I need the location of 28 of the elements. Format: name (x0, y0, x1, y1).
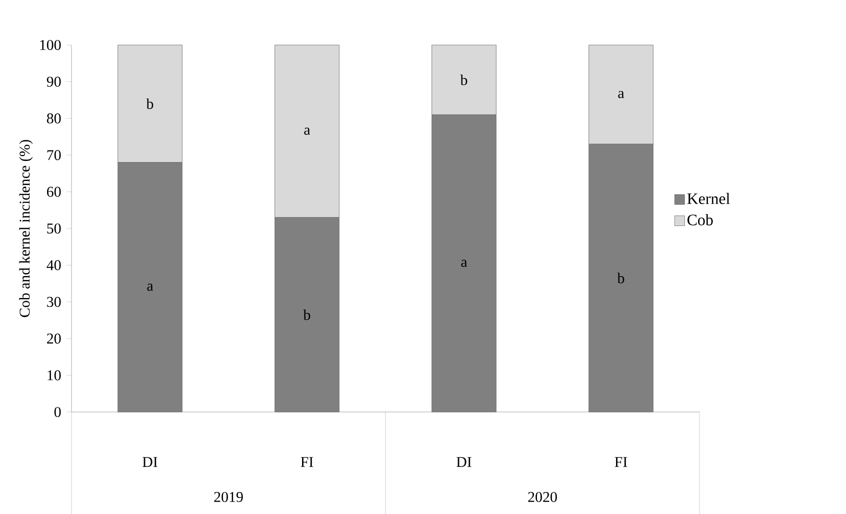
data-label: b (460, 74, 468, 86)
y-tick-label: 20 (47, 333, 61, 344)
data-label: a (147, 284, 154, 291)
y-tick-label: 80 (46, 113, 61, 124)
text: 2020 (528, 492, 557, 502)
y-axis-title: Cob and kernel incidence (%) (19, 140, 33, 317)
legend-label: Cob (687, 214, 713, 226)
x-tick-label: DI (456, 456, 472, 467)
y-tick-label: 60 (47, 186, 61, 197)
y-tick-label: 10 (48, 370, 61, 380)
data-label: a (461, 260, 468, 267)
x-tick-label: DI (142, 456, 158, 467)
y-tick-label: 40 (46, 260, 61, 270)
y-tick-label: 90 (46, 76, 61, 87)
y-tick-label: 0 (54, 406, 61, 417)
legend-label: Kernel (687, 192, 730, 204)
y-tick-label: 100 (40, 40, 61, 50)
y-tick-label: 70 (47, 150, 61, 160)
x-tick-label: FI (300, 457, 314, 467)
y-tick-label: 50 (47, 223, 61, 234)
data-label: b (617, 272, 624, 284)
data-label: a (618, 90, 624, 98)
text: 2019 (214, 492, 243, 502)
data-label: b (303, 309, 310, 320)
y-tick-label: 30 (47, 296, 61, 307)
data-label: b (146, 98, 154, 109)
x-tick-label: FI (614, 457, 628, 467)
data-label: a (304, 128, 310, 135)
